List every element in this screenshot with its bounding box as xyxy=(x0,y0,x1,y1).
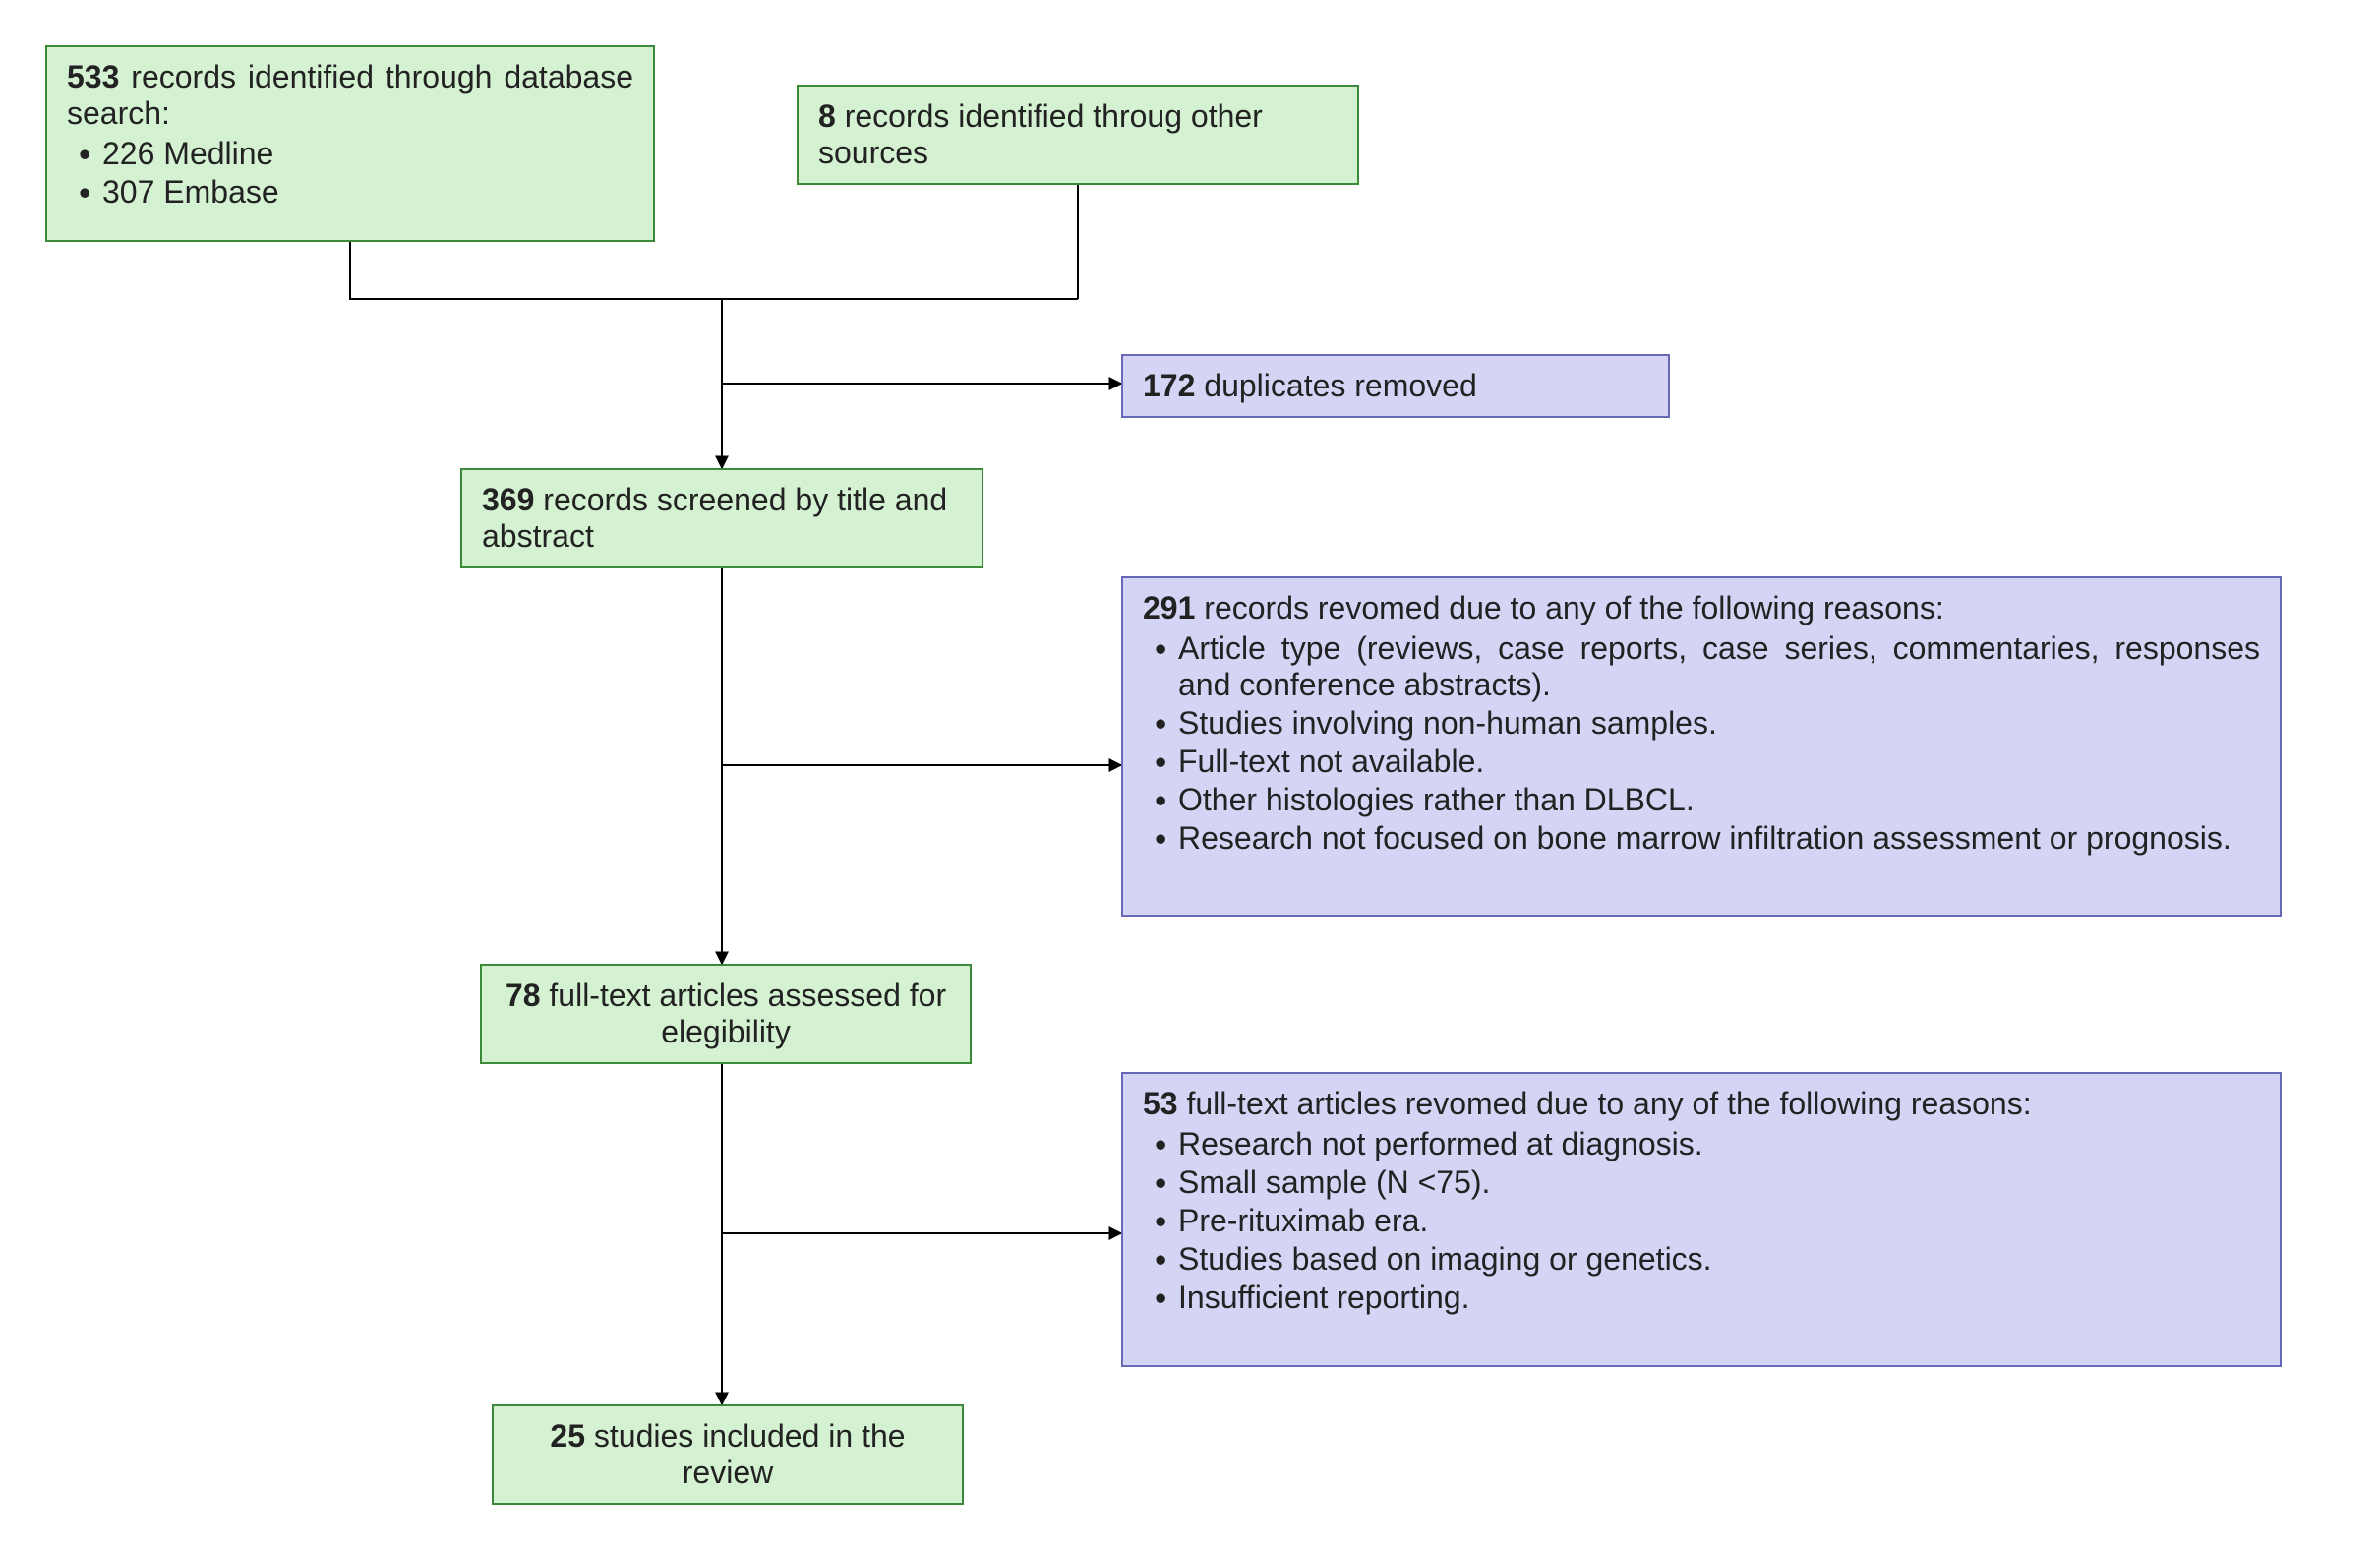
box-removed_53-bullet-1: Small sample (N <75). xyxy=(1178,1164,2260,1201)
box-removed_291-count: 291 xyxy=(1143,590,1195,625)
box-removed_53-bullets: Research not performed at diagnosis.Smal… xyxy=(1143,1126,2260,1316)
box-identified_db-text-after: records identified through database sear… xyxy=(67,59,633,131)
box-fulltext-text: 78 full-text articles assessed for elegi… xyxy=(502,978,950,1050)
box-identified_other-text: 8 records identified throug other source… xyxy=(818,98,1338,171)
box-identified_db-bullets: 226 Medline307 Embase xyxy=(67,136,633,210)
box-duplicates-count: 172 xyxy=(1143,368,1195,403)
box-duplicates-text-after: duplicates removed xyxy=(1195,368,1476,403)
box-removed_53-bullet-4: Insufficient reporting. xyxy=(1178,1280,2260,1316)
box-identified_db-text: 533 records identified through database … xyxy=(67,59,633,132)
box-removed_291-bullet-2: Full-text not available. xyxy=(1178,744,2260,780)
box-removed_53-text: 53 full-text articles revomed due to any… xyxy=(1143,1086,2260,1122)
box-removed_291-text-after: records revomed due to any of the follow… xyxy=(1195,590,1943,625)
box-screened-text: 369 records screened by title and abstra… xyxy=(482,482,962,555)
prisma-flowchart: 533 records identified through database … xyxy=(39,39,2341,1509)
box-removed_291-text: 291 records revomed due to any of the fo… xyxy=(1143,590,2260,626)
box-identified_db-bullet-0: 226 Medline xyxy=(102,136,633,172)
box-removed_291-bullet-4: Research not focused on bone marrow infi… xyxy=(1178,820,2260,857)
box-included-text-after: studies included in the review xyxy=(585,1418,906,1490)
box-included-text: 25 studies included in the review xyxy=(513,1418,942,1491)
box-removed_53-text-after: full-text articles revomed due to any of… xyxy=(1178,1086,2032,1121)
box-included: 25 studies included in the review xyxy=(492,1404,964,1505)
box-fulltext: 78 full-text articles assessed for elegi… xyxy=(480,964,972,1064)
box-removed_291-bullets: Article type (reviews, case reports, cas… xyxy=(1143,630,2260,857)
box-duplicates: 172 duplicates removed xyxy=(1121,354,1670,418)
box-identified_db-count: 533 xyxy=(67,59,119,94)
box-identified_other-text-after: records identified throug other sources xyxy=(818,98,1263,170)
box-removed_291: 291 records revomed due to any of the fo… xyxy=(1121,576,2282,917)
box-identified_other: 8 records identified throug other source… xyxy=(797,85,1359,185)
box-removed_53-bullet-3: Studies based on imaging or genetics. xyxy=(1178,1241,2260,1278)
box-removed_291-bullet-0: Article type (reviews, case reports, cas… xyxy=(1178,630,2260,703)
box-fulltext-text-after: full-text articles assessed for elegibil… xyxy=(541,978,947,1049)
box-removed_53-bullet-2: Pre-rituximab era. xyxy=(1178,1203,2260,1239)
box-screened: 369 records screened by title and abstra… xyxy=(460,468,983,568)
box-removed_53: 53 full-text articles revomed due to any… xyxy=(1121,1072,2282,1367)
box-removed_53-count: 53 xyxy=(1143,1086,1178,1121)
box-included-count: 25 xyxy=(550,1418,585,1454)
box-removed_291-bullet-3: Other histologies rather than DLBCL. xyxy=(1178,782,2260,818)
box-removed_291-bullet-1: Studies involving non-human samples. xyxy=(1178,705,2260,742)
connector-0 xyxy=(350,242,1078,299)
box-identified_other-count: 8 xyxy=(818,98,836,134)
box-duplicates-text: 172 duplicates removed xyxy=(1143,368,1648,404)
box-screened-count: 369 xyxy=(482,482,534,517)
box-screened-text-after: records screened by title and abstract xyxy=(482,482,947,554)
box-removed_53-bullet-0: Research not performed at diagnosis. xyxy=(1178,1126,2260,1162)
box-identified_db: 533 records identified through database … xyxy=(45,45,655,242)
box-fulltext-count: 78 xyxy=(506,978,541,1013)
box-identified_db-bullet-1: 307 Embase xyxy=(102,174,633,210)
